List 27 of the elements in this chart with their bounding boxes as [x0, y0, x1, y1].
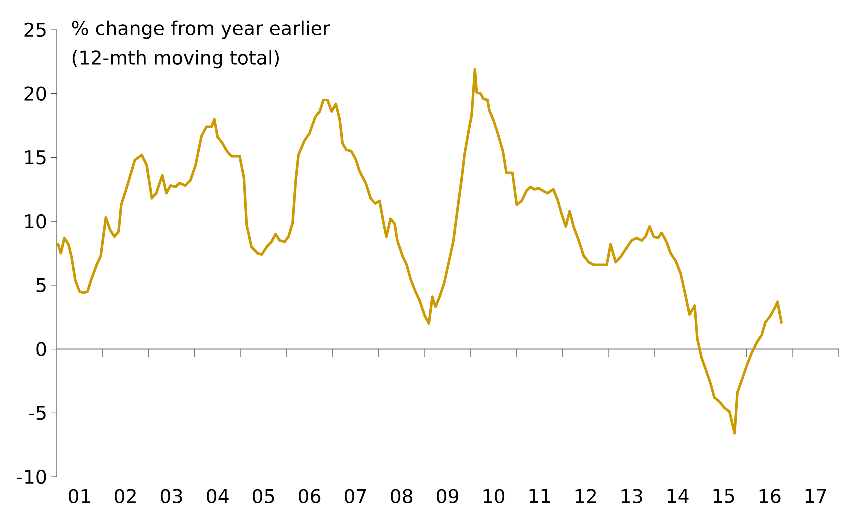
- y-tick-label: 25: [24, 22, 46, 38]
- text: (12-mth moving total): [72, 50, 279, 69]
- y-tick-label: 5: [36, 278, 46, 292]
- x-tick-label: 01: [69, 489, 90, 504]
- x-tick-label: 04: [207, 489, 229, 504]
- x-tick-label: 15: [714, 489, 734, 504]
- x-tick-label: 17: [806, 489, 826, 503]
- y-tick-label: 20: [24, 86, 46, 102]
- x-tick-label: 13: [622, 489, 642, 504]
- x-tick-label: 05: [253, 489, 274, 504]
- chart-title: % change from year earlier: [72, 20, 330, 40]
- x-tick-label: 02: [114, 489, 136, 504]
- y-tick-label: -5: [30, 406, 46, 420]
- y-tick-label: -10: [17, 470, 46, 484]
- x-tick-label: 10: [484, 489, 505, 504]
- x-tick-label: 09: [437, 489, 459, 504]
- x-tick-label: 07: [344, 489, 366, 504]
- x-tick-label: 14: [668, 489, 689, 503]
- x-tick-label: 08: [391, 489, 413, 504]
- y-tick-label: 10: [25, 214, 46, 229]
- x-tick-label: 03: [160, 489, 182, 504]
- x-tick-label: 06: [298, 489, 321, 504]
- x-tick-label: 12: [576, 489, 596, 504]
- x-tick-label: 16: [760, 489, 781, 504]
- y-tick-label: 0: [36, 342, 46, 356]
- y-tick-label: 15: [25, 150, 46, 165]
- x-tick-label: 11: [530, 489, 550, 503]
